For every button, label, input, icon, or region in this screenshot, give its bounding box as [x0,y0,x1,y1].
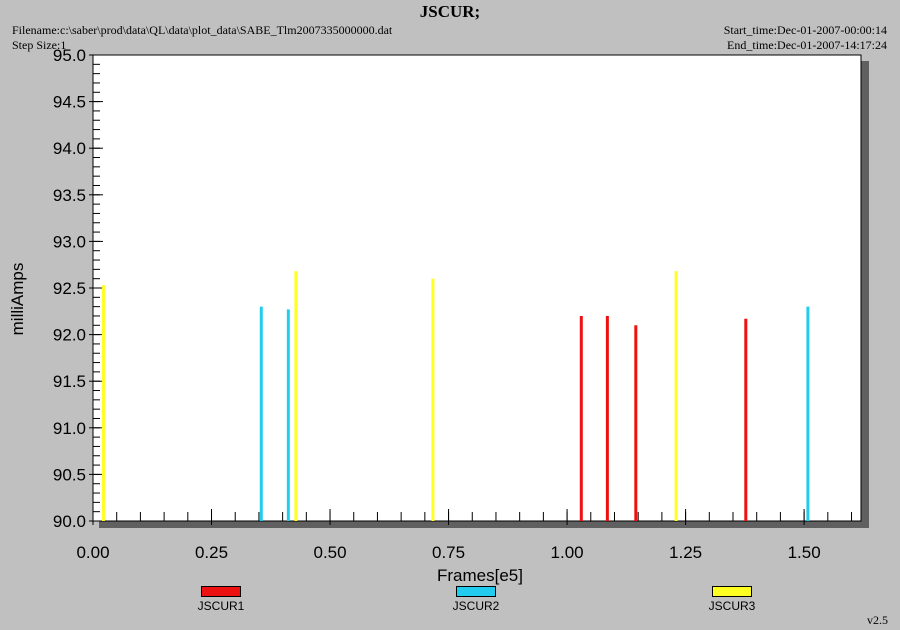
bar-jscur3 [431,278,435,521]
bar-jscur2 [806,306,810,521]
legend-item-jscur1: JSCUR1 [161,586,281,613]
legend-label-jscur1: JSCUR1 [197,599,245,613]
y-tick-label: 95.0 [53,46,86,65]
x-tick-label: 0.50 [313,543,346,562]
bar-jscur3 [294,271,298,521]
step-size-label: Step Size:1 [12,38,67,52]
x-tick-label: 1.25 [669,543,702,562]
y-tick-label: 91.5 [53,372,86,391]
bar-jscur3 [674,271,678,521]
bar-jscur1 [634,325,638,521]
x-tick-label: 1.00 [551,543,584,562]
y-tick-label: 92.5 [53,279,86,298]
bar-jscur2 [259,306,263,521]
x-axis-label: Frames[e5] [437,566,523,585]
y-tick-label: 94.5 [53,93,86,112]
legend-item-jscur3: JSCUR3 [672,586,792,613]
legend-swatch-jscur3 [712,586,752,597]
y-tick-label: 92.0 [53,326,86,345]
y-tick-label: 90.5 [53,465,86,484]
minor-ticks [93,63,853,521]
filename-label: Filename:c:\saber\prod\data\QL\data\plot… [12,23,393,37]
plot-area [92,54,862,522]
x-tick-label: 0.75 [432,543,465,562]
y-tick-label: 94.0 [53,139,86,158]
legend-label-jscur3: JSCUR3 [708,599,756,613]
bar-jscur1 [579,315,583,521]
y-axis-ticks: 90.0 90.5 91.0 91.5 92.0 92.5 93.0 93.5 94.0 94.5… [53,46,103,531]
bar-jscur2 [286,309,290,521]
data-bars [101,271,810,521]
y-tick-label: 90.0 [53,512,86,531]
chart-title: JSCUR; [419,2,481,21]
start-time-label: Start_time:Dec-01-2007-00:00:14 [723,23,887,37]
y-tick-label: 93.0 [53,232,86,251]
y-tick-label: 93.5 [53,186,86,205]
legend-label-jscur2: JSCUR2 [452,599,500,613]
legend-swatch-jscur2 [456,586,496,597]
version-label: v2.5 [867,613,888,627]
x-tick-label: 0.25 [195,543,228,562]
x-tick-label: 0.00 [76,543,109,562]
legend-item-jscur2: JSCUR2 [416,586,536,613]
bar-jscur1 [605,315,609,521]
y-tick-label: 91.0 [53,419,86,438]
y-axis-label: milliAmps [8,263,27,336]
x-tick-label: 1.50 [788,543,821,562]
x-axis-ticks: 0.00 0.25 0.50 0.75 1.00 1.25 1.50 [76,509,821,562]
legend-swatch-jscur1 [201,586,241,597]
end-time-label: End_time:Dec-01-2007-14:17:24 [727,38,887,52]
bar-jscur3 [101,285,105,521]
bar-jscur1 [744,318,748,521]
